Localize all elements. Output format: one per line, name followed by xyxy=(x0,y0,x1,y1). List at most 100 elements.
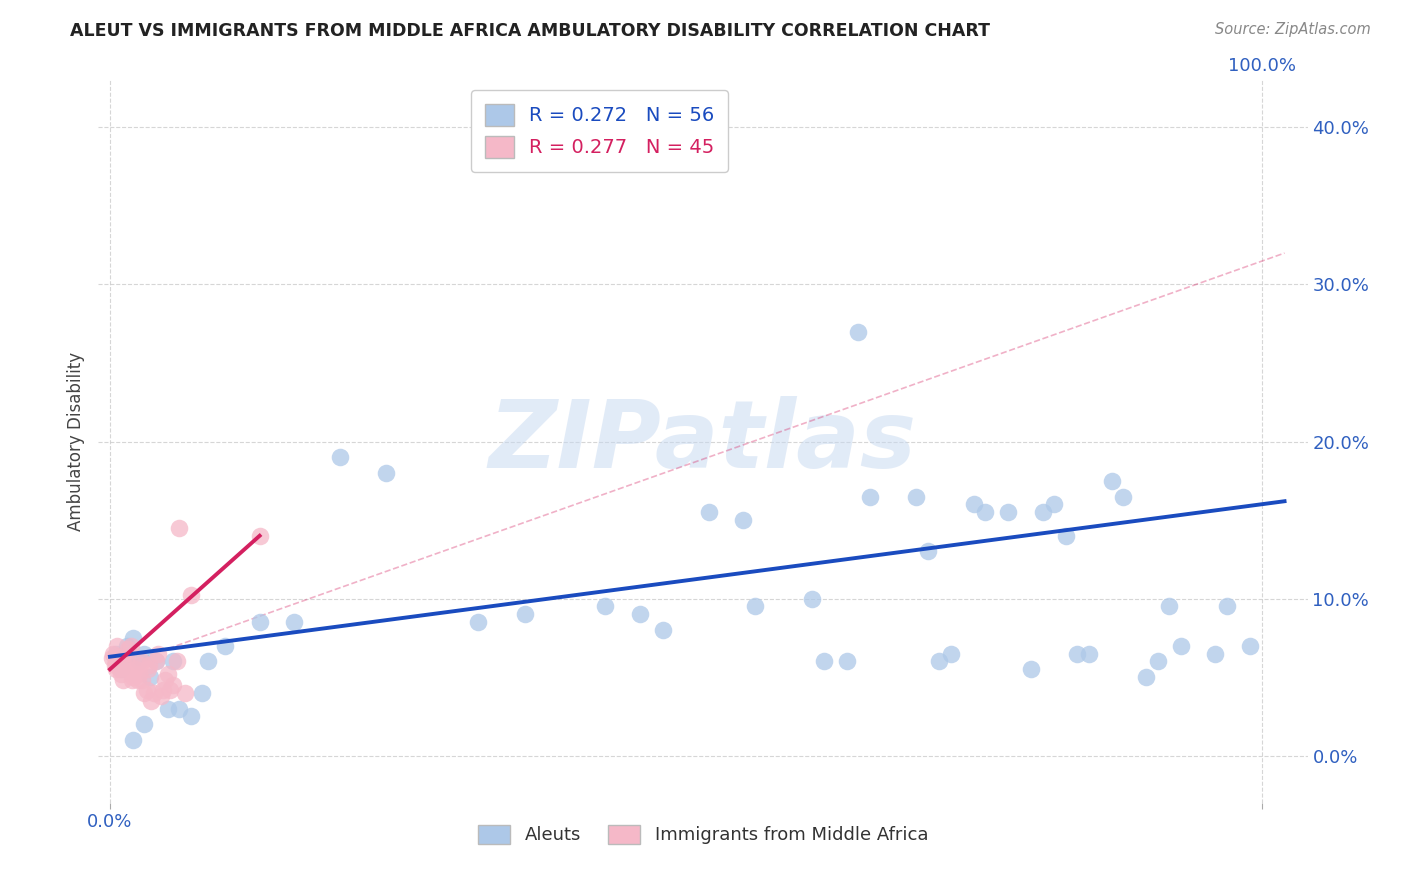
Point xyxy=(1204,647,1226,661)
Point xyxy=(733,513,755,527)
Point xyxy=(122,670,145,684)
Point xyxy=(1170,639,1192,653)
Point xyxy=(120,639,142,653)
Point xyxy=(142,686,165,700)
Point xyxy=(138,657,160,672)
Point xyxy=(104,655,127,669)
Point xyxy=(513,607,536,622)
Point xyxy=(180,589,202,603)
Point xyxy=(159,682,181,697)
Point xyxy=(1239,639,1261,653)
Point xyxy=(1054,529,1077,543)
Point xyxy=(651,623,673,637)
Point xyxy=(166,655,188,669)
Point xyxy=(111,673,134,688)
Y-axis label: Ambulatory Disability: Ambulatory Disability xyxy=(67,352,86,531)
Point xyxy=(134,647,156,661)
Point xyxy=(1159,599,1181,614)
Point xyxy=(135,682,157,697)
Point xyxy=(962,497,984,511)
Point xyxy=(121,673,143,688)
Point xyxy=(104,662,127,676)
Point xyxy=(141,694,163,708)
Point xyxy=(329,450,352,465)
Point xyxy=(628,607,651,622)
Point xyxy=(124,662,146,676)
Point xyxy=(744,599,766,614)
Point xyxy=(249,529,271,543)
Point xyxy=(152,682,174,697)
Point xyxy=(134,717,156,731)
Point xyxy=(107,649,129,664)
Point xyxy=(103,647,125,661)
Point xyxy=(122,733,145,747)
Point xyxy=(1216,599,1239,614)
Point xyxy=(801,591,824,606)
Point xyxy=(1043,497,1066,511)
Point xyxy=(283,615,305,630)
Point xyxy=(697,505,720,519)
Point xyxy=(1032,505,1054,519)
Point xyxy=(835,655,858,669)
Point xyxy=(115,651,138,665)
Point xyxy=(155,673,177,688)
Point xyxy=(928,655,950,669)
Point xyxy=(131,673,153,688)
Point xyxy=(149,689,172,703)
Point xyxy=(101,651,124,665)
Point xyxy=(1101,474,1123,488)
Legend: Aleuts, Immigrants from Middle Africa: Aleuts, Immigrants from Middle Africa xyxy=(471,818,935,852)
Point xyxy=(997,505,1019,519)
Point xyxy=(110,662,132,676)
Point xyxy=(104,647,127,661)
Text: Source: ZipAtlas.com: Source: ZipAtlas.com xyxy=(1215,22,1371,37)
Point xyxy=(593,599,616,614)
Point xyxy=(129,655,152,669)
Point xyxy=(139,670,162,684)
Point xyxy=(128,655,150,669)
Point xyxy=(103,657,125,672)
Point xyxy=(467,615,489,630)
Point xyxy=(1147,655,1170,669)
Point xyxy=(180,709,202,723)
Point xyxy=(249,615,271,630)
Point xyxy=(375,466,398,480)
Point xyxy=(1112,490,1135,504)
Point xyxy=(813,655,835,669)
Point xyxy=(127,673,149,688)
Point xyxy=(214,639,236,653)
Point xyxy=(917,544,939,558)
Point xyxy=(114,655,136,669)
Point xyxy=(145,655,167,669)
Point xyxy=(173,686,195,700)
Point xyxy=(974,505,997,519)
Point xyxy=(145,655,167,669)
Point xyxy=(117,641,139,656)
Point xyxy=(1077,647,1099,661)
Point xyxy=(110,662,132,676)
Point xyxy=(167,701,190,715)
Point xyxy=(1066,647,1088,661)
Point xyxy=(191,686,214,700)
Text: ZIPatlas: ZIPatlas xyxy=(489,395,917,488)
Point xyxy=(162,655,184,669)
Point xyxy=(136,662,159,676)
Point xyxy=(1019,662,1042,676)
Point xyxy=(128,667,150,681)
Point xyxy=(905,490,928,504)
Point xyxy=(162,678,184,692)
Point xyxy=(108,657,131,672)
Point xyxy=(115,662,138,676)
Point xyxy=(156,701,179,715)
Point xyxy=(156,667,179,681)
Point xyxy=(859,490,882,504)
Point xyxy=(197,655,219,669)
Point xyxy=(122,631,145,645)
Point xyxy=(105,639,128,653)
Text: ALEUT VS IMMIGRANTS FROM MIDDLE AFRICA AMBULATORY DISABILITY CORRELATION CHART: ALEUT VS IMMIGRANTS FROM MIDDLE AFRICA A… xyxy=(70,22,990,40)
Point xyxy=(122,667,145,681)
Point xyxy=(134,686,156,700)
Point xyxy=(115,639,138,653)
Point xyxy=(128,657,150,672)
Point xyxy=(167,521,190,535)
